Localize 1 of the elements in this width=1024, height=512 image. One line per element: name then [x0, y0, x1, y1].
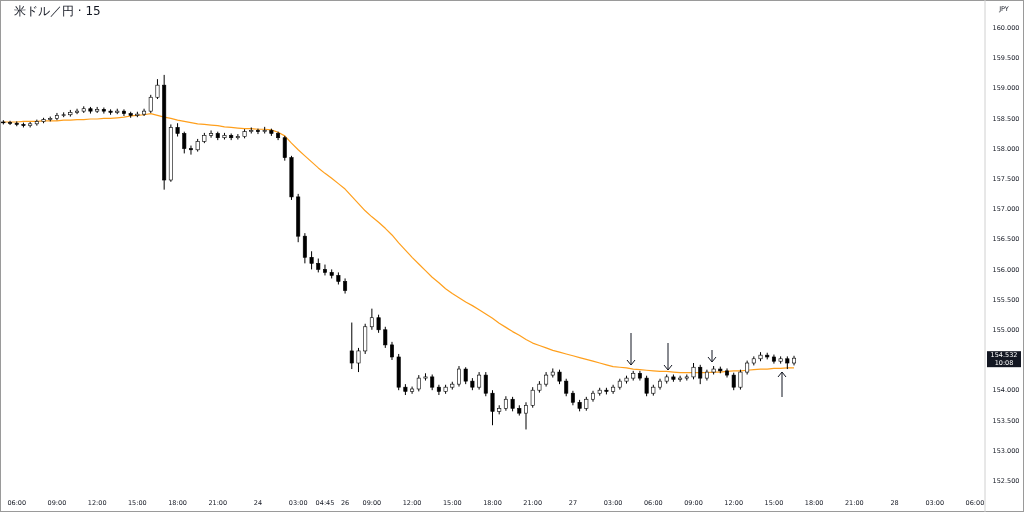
chart-title: 米ドル／円 · 15: [14, 4, 101, 18]
